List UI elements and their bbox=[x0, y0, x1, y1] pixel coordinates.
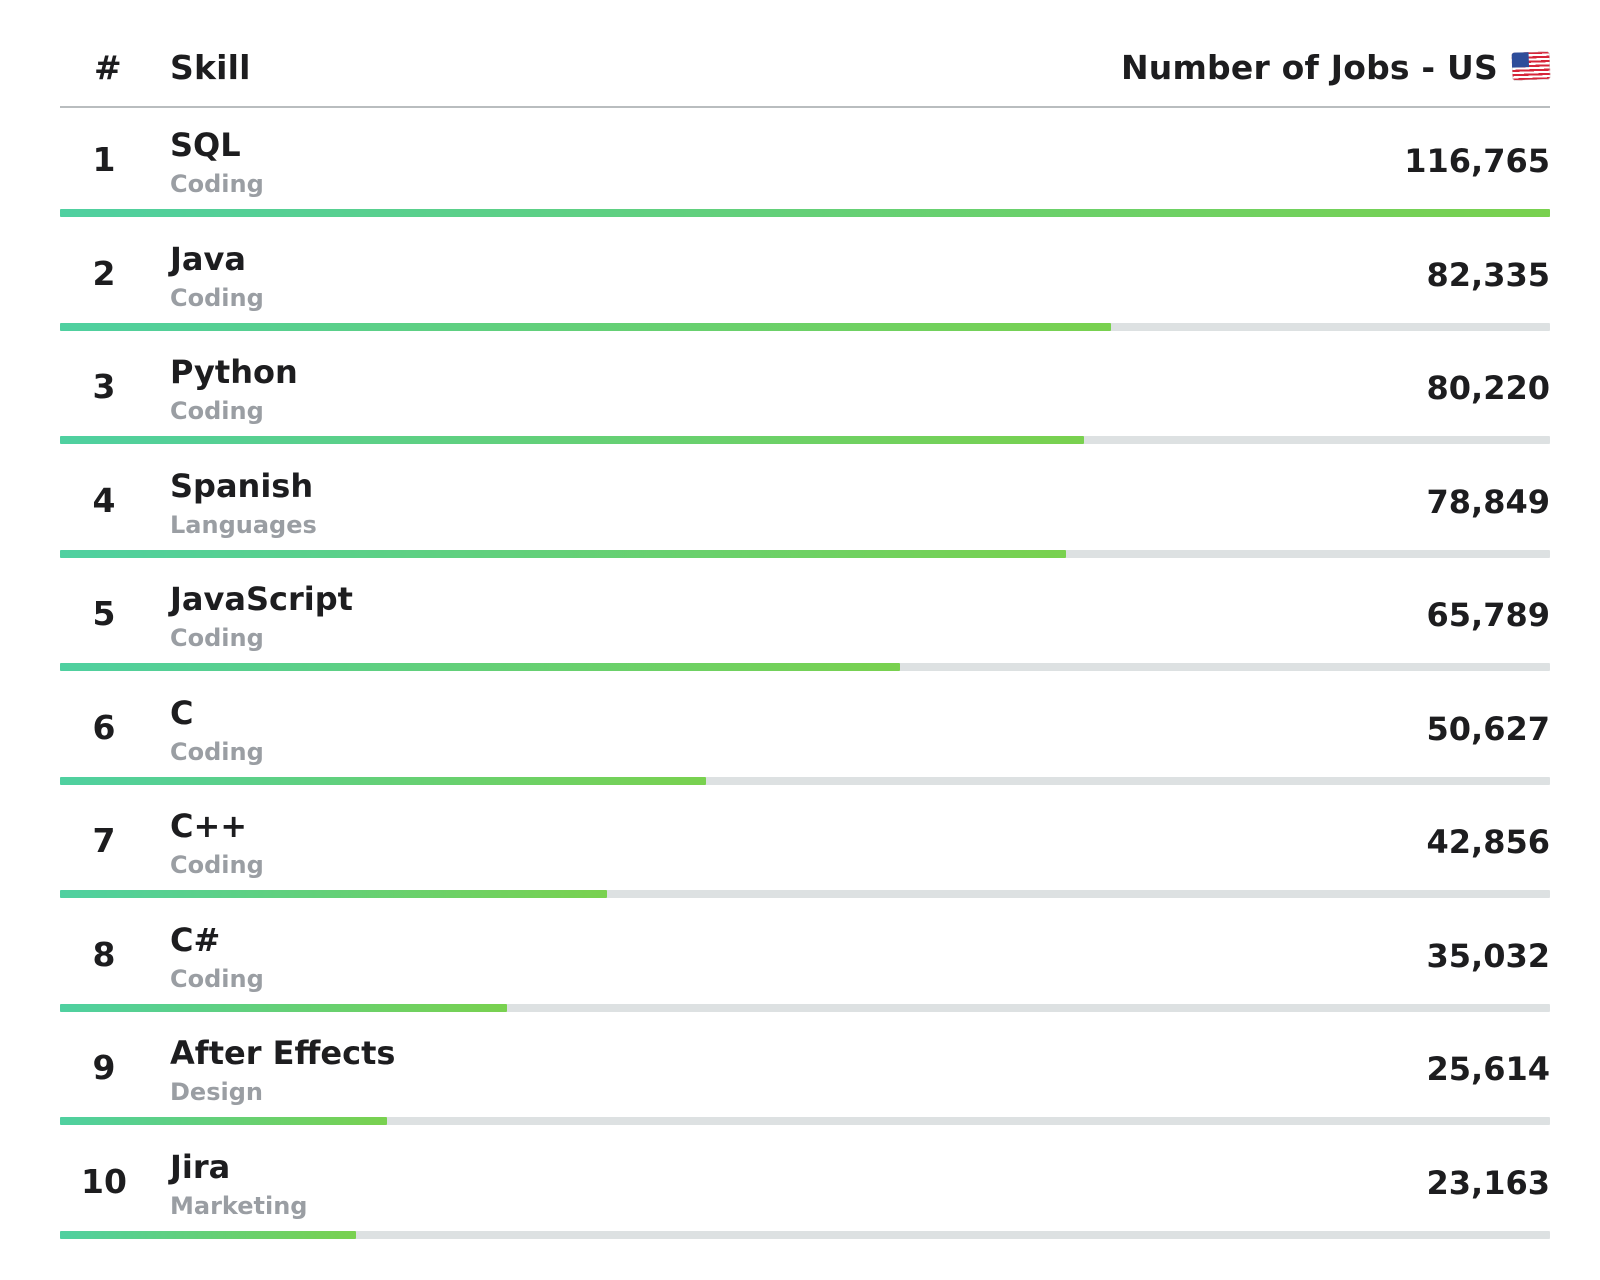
skill-name: C# bbox=[170, 920, 221, 959]
job-count-label: 116,765 bbox=[1404, 142, 1550, 180]
table-row: 4 Spanish Languages 78,849 bbox=[60, 449, 1550, 563]
bar-track bbox=[60, 549, 1550, 558]
job-count-label: 82,335 bbox=[1426, 255, 1550, 294]
job-count-label: 35,032 bbox=[1426, 936, 1550, 975]
job-count-label: 50,627 bbox=[1426, 709, 1550, 748]
rank-label: 1 bbox=[92, 140, 116, 179]
table-row: 8 C# Coding 35,032 bbox=[60, 903, 1550, 1017]
rank-label: 3 bbox=[92, 367, 116, 406]
skill-category: Marketing bbox=[170, 1191, 308, 1220]
job-count-label: 25,614 bbox=[1426, 1050, 1550, 1088]
skill-category: Coding bbox=[170, 283, 264, 312]
rank-label: 5 bbox=[92, 594, 116, 633]
bar bbox=[60, 549, 1067, 558]
bar-track bbox=[60, 1230, 1550, 1239]
bar-track bbox=[60, 436, 1550, 444]
skill-category: Coding bbox=[170, 170, 264, 198]
rank-label: 4 bbox=[92, 480, 116, 520]
skill-category: Languages bbox=[170, 510, 317, 539]
jobs-column-header: Number of Jobs - US bbox=[1120, 48, 1498, 87]
rank-label: 9 bbox=[92, 1048, 116, 1087]
bar-track bbox=[60, 776, 1550, 785]
table-row: 6 C Coding 50,627 bbox=[60, 676, 1550, 790]
skill-name: JavaScript bbox=[170, 580, 353, 618]
bar bbox=[60, 209, 1550, 217]
job-count-label: 23,163 bbox=[1426, 1163, 1550, 1202]
table-row: 10 Jira Marketing 23,163 bbox=[60, 1130, 1550, 1244]
rank-label: 10 bbox=[81, 1161, 127, 1201]
job-count-label: 78,849 bbox=[1426, 482, 1550, 521]
table-row: 2 Java Coding 82,335 bbox=[60, 222, 1550, 336]
bar bbox=[60, 776, 707, 785]
jobs-column-header-wrap: Number of Jobs - US bbox=[1120, 48, 1551, 87]
skill-name: C bbox=[170, 693, 194, 732]
rank-column-header: # bbox=[94, 48, 122, 87]
rank-label: 2 bbox=[92, 253, 116, 293]
bar bbox=[60, 1230, 356, 1239]
skill-name: Spanish bbox=[170, 466, 314, 505]
table-row: 7 C++ Coding 42,856 bbox=[60, 789, 1550, 903]
job-count-label: 80,220 bbox=[1426, 369, 1550, 407]
table-row: 9 After Effects Design 25,614 bbox=[60, 1016, 1550, 1130]
rank-label: 7 bbox=[92, 821, 116, 860]
table-row: 3 Python Coding 80,220 bbox=[60, 335, 1550, 449]
skill-name: Jira bbox=[170, 1147, 231, 1186]
skill-category: Coding bbox=[170, 397, 264, 425]
table-row: 1 SQL Coding 116,765 bbox=[60, 108, 1550, 222]
us-flag-icon bbox=[1511, 50, 1551, 81]
skill-category: Coding bbox=[170, 851, 264, 879]
rank-label: 6 bbox=[92, 707, 116, 747]
skill-category: Design bbox=[170, 1078, 263, 1106]
job-count-label: 65,789 bbox=[1426, 596, 1550, 634]
bar bbox=[60, 436, 1084, 444]
skill-name: SQL bbox=[170, 126, 241, 164]
skill-name: C++ bbox=[170, 807, 248, 845]
bar-track bbox=[60, 209, 1550, 217]
bar-track bbox=[60, 1003, 1550, 1012]
bar bbox=[60, 890, 607, 898]
bar-track bbox=[60, 663, 1550, 671]
skills-table: # Skill Number of Jobs - US 1 SQL Coding 11… bbox=[60, 0, 1551, 1243]
skills-rows: 1 SQL Coding 116,765 2 Java Coding 82,335 3 Pytho… bbox=[60, 108, 1550, 1243]
skill-name: After Effects bbox=[170, 1034, 396, 1072]
skill-name: Python bbox=[170, 353, 298, 391]
bar bbox=[60, 663, 900, 671]
bar-track bbox=[60, 322, 1550, 331]
job-count-label: 42,856 bbox=[1426, 823, 1550, 861]
skill-column-header: Skill bbox=[170, 48, 251, 87]
skill-category: Coding bbox=[170, 964, 264, 993]
table-header: # Skill Number of Jobs - US bbox=[60, 0, 1551, 108]
skill-category: Coding bbox=[170, 624, 264, 652]
bar bbox=[60, 1003, 508, 1012]
bar-track bbox=[60, 890, 1550, 898]
bar bbox=[60, 322, 1111, 331]
skill-category: Coding bbox=[170, 737, 264, 766]
rank-label: 8 bbox=[92, 934, 116, 974]
bar-track bbox=[60, 1117, 1550, 1125]
skill-name: Java bbox=[170, 239, 246, 278]
bar bbox=[60, 1117, 387, 1125]
table-row: 5 JavaScript Coding 65,789 bbox=[60, 562, 1550, 676]
